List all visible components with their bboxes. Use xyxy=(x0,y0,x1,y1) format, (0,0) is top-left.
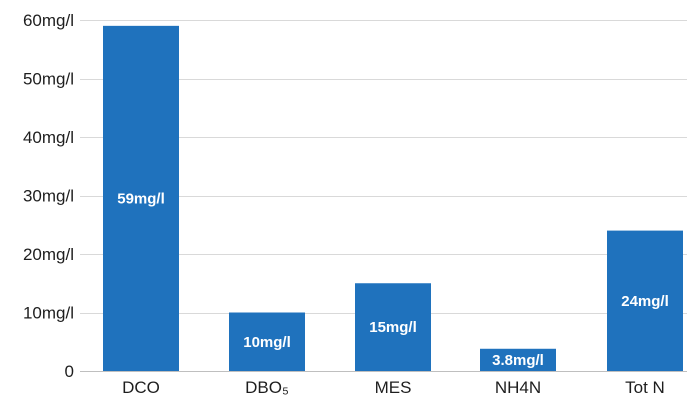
gridlines xyxy=(80,20,687,372)
y-tick-label: 50mg/l xyxy=(23,70,74,89)
y-tick-label: 30mg/l xyxy=(23,187,74,206)
x-category-label: MES xyxy=(375,378,412,397)
bar-4 xyxy=(607,230,683,371)
y-axis-tick-labels: 0 10mg/l 20mg/l 30mg/l 40mg/l 50mg/l 60mg/l xyxy=(23,11,74,381)
x-category-label: Tot N xyxy=(625,378,665,397)
y-tick-label: 10mg/l xyxy=(23,304,74,323)
y-tick-label: 20mg/l xyxy=(23,245,74,264)
bar-0 xyxy=(103,25,179,371)
bars xyxy=(103,25,683,371)
data-label: 59mg/l xyxy=(117,190,165,207)
data-label: 3.8mg/l xyxy=(492,352,544,369)
data-label: 15mg/l xyxy=(369,319,417,336)
x-category-label: DBO₅ xyxy=(245,378,289,397)
x-category-label: DCO xyxy=(122,378,160,397)
bar-2 xyxy=(355,283,431,371)
bar-3 xyxy=(480,348,556,371)
y-tick-label: 0 xyxy=(65,362,74,381)
x-category-label: NH4N xyxy=(495,378,541,397)
x-axis-category-labels: DCO DBO₅ MES NH4N Tot N xyxy=(122,378,665,397)
data-labels: 59mg/l 10mg/l 15mg/l 3.8mg/l 24mg/l xyxy=(117,190,669,368)
data-label: 10mg/l xyxy=(243,334,291,351)
data-label: 24mg/l xyxy=(621,293,669,310)
y-tick-label: 60mg/l xyxy=(23,11,74,30)
y-tick-label: 40mg/l xyxy=(23,128,74,147)
bar-1 xyxy=(229,312,305,371)
